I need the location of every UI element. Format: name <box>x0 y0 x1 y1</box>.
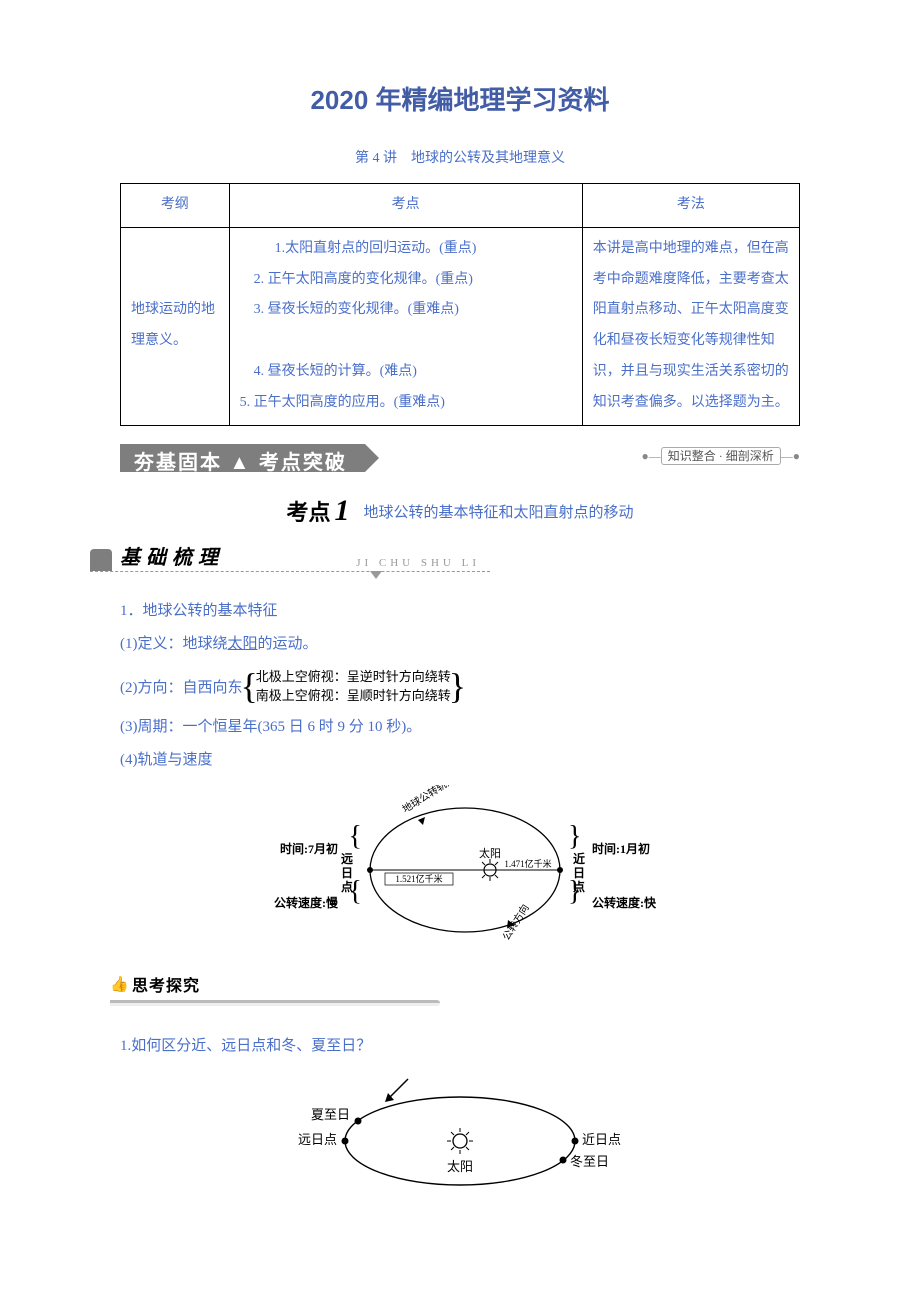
svg-text:{: { <box>349 821 362 852</box>
section-bar-left: 夯基固本 ▲ 考点突破 <box>120 444 365 472</box>
basics-pinyin: JI CHU SHU LI <box>356 557 480 569</box>
dot-icon: —● <box>781 449 800 463</box>
left-speed: 公转速度:慢 <box>274 895 339 910</box>
paragraph: (3)周期：一个恒星年(365 日 6 时 9 分 10 秒)。 <box>120 712 800 744</box>
orbit-diagram-1: 太阳 1.521亿千米 1.471亿千米 地球公转轨道 公转方向 { 时间:7月… <box>120 785 800 960</box>
svg-text:日: 日 <box>573 866 585 880</box>
cell-kaowang: 地球运动的地理意义。 <box>121 227 230 425</box>
svg-text:点: 点 <box>341 879 353 894</box>
exam-table: 考纲 考点 考法 地球运动的地理意义。 1.太阳直射点的回归运动。(重点) 2.… <box>120 183 800 426</box>
left-time: 时间:7月初 <box>280 841 338 856</box>
think-heading: 👍 思考探究 <box>110 974 440 996</box>
sun-label: 太阳 <box>479 847 501 860</box>
kaodian-label: 考点 <box>286 500 330 525</box>
th-kaodian: 考点 <box>229 184 582 228</box>
th-kaowang: 考纲 <box>121 184 230 228</box>
orbit-diagram-2: 太阳 夏至日 远日点 近日点 冬至日 <box>120 1071 800 1206</box>
section-bar: 夯基固本 ▲ 考点突破 ●—知识整合 · 细剖深析—● <box>120 444 800 472</box>
table-row: 地球运动的地理意义。 1.太阳直射点的回归运动。(重点) 2. 正午太阳高度的变… <box>121 227 800 425</box>
thumb-icon: 👍 <box>110 975 129 994</box>
svg-text:}: } <box>568 821 581 852</box>
perihelion-label: 近日点 <box>582 1132 621 1147</box>
aphelion-dist: 1.521亿千米 <box>395 873 442 884</box>
think-label: 思考探究 <box>132 972 200 996</box>
right-time: 时间:1月初 <box>592 841 650 856</box>
winter-solstice: 冬至日 <box>570 1154 609 1169</box>
svg-text:远: 远 <box>341 852 353 866</box>
table-row: 考纲 考点 考法 <box>121 184 800 228</box>
svg-text:近: 近 <box>573 851 585 866</box>
basics-heading: 基础梳理 JI CHU SHU LI <box>90 546 490 572</box>
kaodian-title: 地球公转的基本特征和太阳直射点的移动 <box>364 505 634 521</box>
kaodian-number: 1 <box>335 494 350 527</box>
brace-prefix: (2)方向：自西向东 <box>120 676 243 697</box>
p2-post: 的运动。 <box>258 636 318 652</box>
dot-icon: ●— <box>642 449 661 463</box>
lesson-title: 第 4 讲 地球的公转及其地理意义 <box>120 147 800 167</box>
triangle-icon <box>370 571 382 579</box>
question-1: 1.如何区分近、远日点和冬、夏至日？ <box>120 1034 800 1055</box>
paragraph-brace: (2)方向：自西向东 { 北极上空俯视：呈逆时针方向绕转 南极上空俯视：呈顺时针… <box>120 667 800 706</box>
tab-icon <box>90 549 112 571</box>
think-underbar <box>110 1000 440 1006</box>
perihelion-dist: 1.471亿千米 <box>504 858 551 869</box>
svg-text:点: 点 <box>573 879 585 894</box>
paragraph: (4)轨道与速度 <box>120 745 800 777</box>
paragraph: 1．地球公转的基本特征 <box>120 596 800 628</box>
right-speed: 公转速度:快 <box>592 895 657 910</box>
brace-item: 南极上空俯视：呈顺时针方向绕转 <box>256 686 451 706</box>
summer-solstice: 夏至日 <box>311 1107 350 1122</box>
cell-kaodian: 1.太阳直射点的回归运动。(重点) 2. 正午太阳高度的变化规律。(重点) 3.… <box>229 227 582 425</box>
basics-label: 基础梳理 <box>120 541 224 570</box>
orbit-path-label: 地球公转轨道 <box>400 785 458 816</box>
section-bar-right: ●—知识整合 · 细剖深析—● <box>642 447 801 464</box>
orbit-dir-label: 公转方向 <box>500 901 532 942</box>
kaodian-heading: 考点1 地球公转的基本特征和太阳直射点的移动 <box>120 494 800 528</box>
section-bar-right-text: 知识整合 · 细剖深析 <box>661 447 781 465</box>
th-kaofa: 考法 <box>582 184 799 228</box>
brace-close-icon: } <box>449 677 466 695</box>
brace-items: 北极上空俯视：呈逆时针方向绕转 南极上空俯视：呈顺时针方向绕转 <box>256 667 451 706</box>
paragraph: (1)定义：地球绕太阳的运动。 <box>120 629 800 661</box>
svg-text:日: 日 <box>341 866 353 880</box>
brace-item: 北极上空俯视：呈逆时针方向绕转 <box>256 667 451 687</box>
p2-pre: (1)定义：地球绕 <box>120 636 228 652</box>
page-title: 2020 年精编地理学习资料 <box>120 80 800 117</box>
p2-underlined: 太阳 <box>228 636 258 652</box>
sun-label-2: 太阳 <box>447 1159 473 1174</box>
aphelion-label: 远日点 <box>298 1132 337 1147</box>
cell-kaofa: 本讲是高中地理的难点，但在高考中命题难度降低，主要考查太阳直射点移动、正午太阳高… <box>582 227 799 425</box>
